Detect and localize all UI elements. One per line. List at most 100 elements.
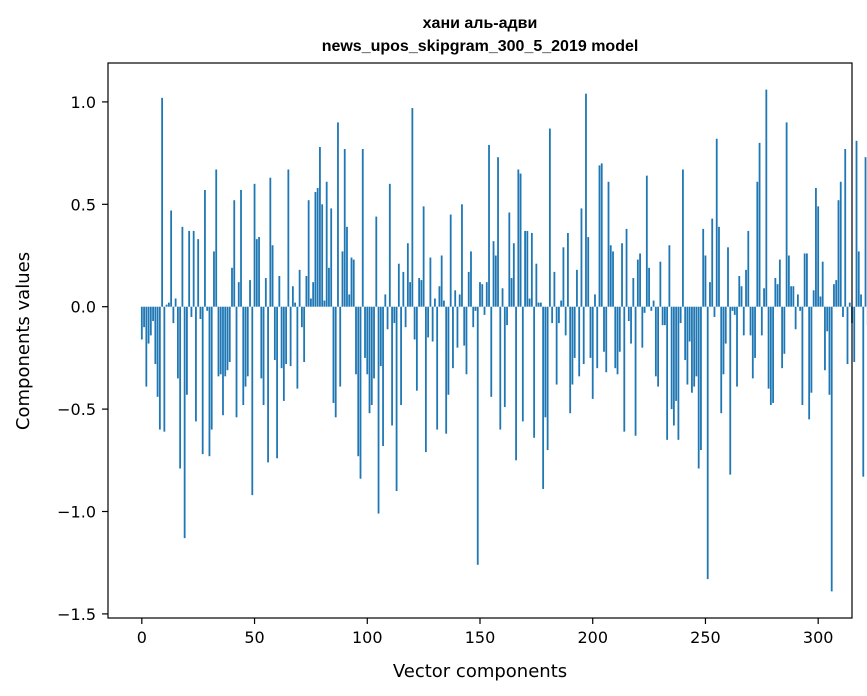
bar <box>337 122 339 307</box>
bar <box>181 226 184 307</box>
y-axis-ticks: −1.5 −1.0 −0.5 0.0 0.5 1.0 <box>57 93 108 624</box>
y-tick-label: 1.0 <box>71 93 96 112</box>
bar <box>675 306 678 401</box>
bar <box>720 306 723 414</box>
bar <box>413 306 416 340</box>
bar <box>273 306 276 360</box>
bar <box>668 245 671 307</box>
bar <box>237 282 240 307</box>
chart-subtitle: news_upos_skipgram_300_5_2019 model <box>322 38 639 55</box>
bar <box>801 306 804 406</box>
bar <box>226 306 229 371</box>
bar <box>857 251 860 307</box>
bar <box>375 216 378 307</box>
bar <box>152 306 154 322</box>
bar <box>542 306 545 489</box>
bar <box>373 306 375 379</box>
bar <box>228 306 231 363</box>
bar <box>388 183 391 307</box>
bar <box>395 306 398 492</box>
bar <box>848 302 851 307</box>
bar <box>206 306 209 311</box>
bar <box>749 306 752 336</box>
bar <box>409 282 412 307</box>
bar <box>179 306 182 469</box>
bar <box>794 306 797 330</box>
bar <box>434 298 436 307</box>
bar <box>465 306 468 375</box>
bar <box>291 286 294 307</box>
bar <box>790 286 793 307</box>
bar <box>249 280 251 307</box>
bar <box>224 306 227 377</box>
bar <box>767 306 770 389</box>
bar <box>731 306 734 311</box>
bar <box>853 306 856 363</box>
bar <box>614 306 617 369</box>
bar <box>641 306 644 348</box>
bar <box>860 294 862 307</box>
bar <box>835 280 838 307</box>
bar <box>670 306 673 410</box>
bar <box>776 284 779 307</box>
bar <box>618 306 621 352</box>
bar <box>684 306 687 360</box>
bar <box>339 306 342 387</box>
bar <box>463 306 466 346</box>
bar <box>246 306 249 377</box>
bar <box>485 282 488 307</box>
bar <box>733 306 736 315</box>
bar <box>763 288 765 307</box>
bar <box>258 237 260 307</box>
bar <box>215 169 218 307</box>
bar <box>774 278 777 307</box>
y-tick-label: −0.5 <box>57 400 96 419</box>
bar <box>501 288 504 307</box>
bar <box>695 306 698 377</box>
bar <box>472 306 475 328</box>
bar <box>163 306 166 432</box>
bar <box>199 306 202 319</box>
bar <box>328 267 330 307</box>
bar <box>691 306 693 393</box>
bar <box>458 294 461 307</box>
bar <box>161 97 164 307</box>
bar <box>810 306 813 393</box>
bar <box>222 306 224 416</box>
bar <box>391 306 393 426</box>
bar <box>580 208 583 307</box>
bar <box>186 306 188 395</box>
bar <box>803 253 806 307</box>
bar <box>217 306 220 377</box>
bar <box>492 241 495 307</box>
bar <box>609 245 612 307</box>
bar <box>355 306 357 375</box>
bar <box>325 181 328 307</box>
bar <box>296 306 299 389</box>
bar <box>567 232 569 307</box>
bar <box>544 306 547 418</box>
bar <box>158 306 161 430</box>
bar <box>616 306 619 375</box>
bar <box>524 230 526 307</box>
bar <box>555 306 558 385</box>
bar <box>201 306 204 455</box>
y-tick-label: −1.5 <box>57 605 96 624</box>
bar <box>627 306 630 322</box>
bar <box>213 251 215 307</box>
bar <box>828 306 831 395</box>
bar <box>573 306 576 358</box>
bar <box>711 218 714 307</box>
bars-group <box>140 89 867 592</box>
bar <box>204 189 206 307</box>
bar <box>174 298 177 307</box>
bar <box>440 255 443 307</box>
bar <box>481 284 484 307</box>
bar <box>319 146 321 307</box>
bar <box>704 255 707 307</box>
bar <box>452 306 454 369</box>
bar <box>700 306 702 451</box>
bar <box>612 251 614 307</box>
bar <box>443 300 445 307</box>
bar <box>323 300 326 307</box>
